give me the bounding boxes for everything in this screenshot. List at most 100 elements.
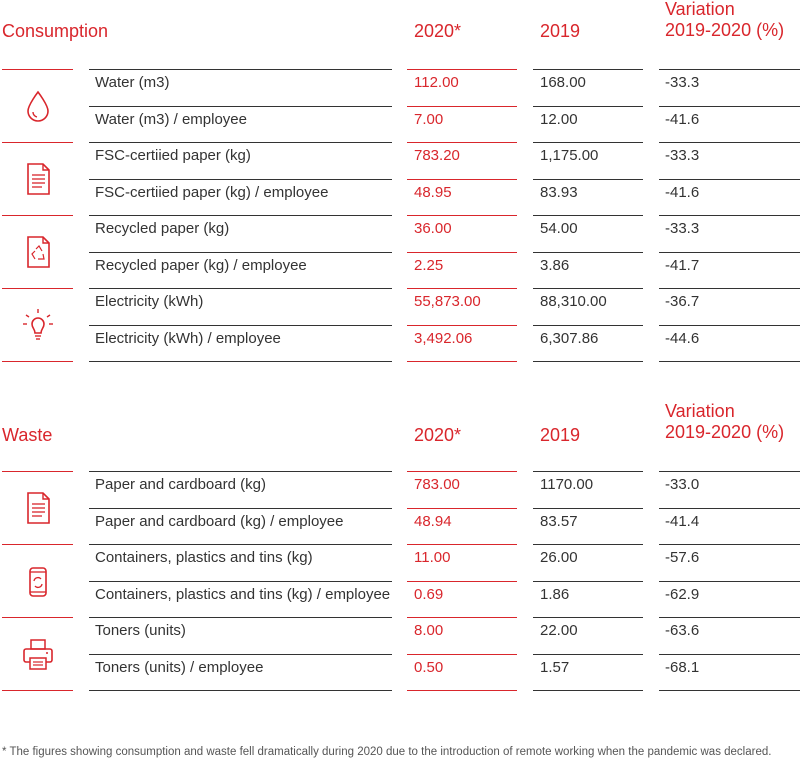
- value-2019: 54.00: [540, 220, 578, 237]
- icon-divider: [2, 544, 73, 545]
- value-2020: 2.25: [414, 256, 444, 274]
- value-2019: 88,310.00: [540, 293, 607, 310]
- row-divider: [407, 288, 517, 289]
- row-divider: [89, 471, 392, 472]
- row-divider: [407, 617, 517, 618]
- row-divider: [407, 142, 517, 143]
- row-divider: [89, 105, 392, 107]
- row-divider: [407, 471, 517, 472]
- row-divider: [407, 69, 517, 70]
- table-bottom-border: [89, 690, 392, 691]
- variation-value: -33.3: [665, 74, 700, 91]
- value-2020: 48.94: [414, 512, 452, 530]
- value-2019: 83.57: [540, 512, 578, 530]
- table-bottom-border: [659, 361, 800, 362]
- variation-value: -63.6: [665, 622, 700, 639]
- row-divider: [533, 617, 643, 618]
- light-bulb-icon: [18, 305, 58, 345]
- row-divider: [407, 251, 517, 253]
- value-2019: 26.00: [540, 549, 578, 566]
- consumption-col-variation-line2: 2019-2020 (%): [665, 20, 785, 40]
- row-label: Containers, plastics and tins (kg) / emp…: [95, 585, 391, 603]
- row-divider: [89, 544, 392, 545]
- value-2019: 3.86: [540, 256, 570, 274]
- row-label: Electricity (kWh) / employee: [95, 329, 281, 347]
- value-2020: 0.69: [414, 585, 444, 603]
- table-bottom-border: [407, 361, 517, 362]
- value-2020: 3,492.06: [414, 329, 473, 347]
- row-divider: [89, 288, 392, 289]
- row-divider: [533, 215, 643, 216]
- variation-value: -62.9: [665, 585, 700, 603]
- consumption-col-2019: 2019: [540, 21, 581, 41]
- variation-value: -68.1: [665, 658, 700, 676]
- table-bottom-border: [533, 690, 643, 691]
- row-divider: [89, 142, 392, 143]
- row-divider: [407, 215, 517, 216]
- icon-divider: [2, 617, 73, 618]
- document-icon: [18, 488, 58, 528]
- row-divider: [89, 653, 392, 655]
- table-bottom-border: [2, 690, 73, 691]
- recycled-paper-icon: [18, 232, 58, 272]
- value-2019: 12.00: [540, 110, 578, 128]
- recycle-can-icon: [18, 561, 58, 601]
- value-2020: 112.00: [414, 74, 459, 91]
- row-label: Paper and cardboard (kg) / employee: [95, 512, 344, 530]
- value-2019: 1.57: [540, 658, 570, 676]
- row-divider: [659, 324, 800, 326]
- row-divider: [89, 215, 392, 216]
- row-label: Electricity (kWh): [95, 293, 204, 310]
- consumption-title: Consumption: [2, 21, 109, 41]
- icon-divider: [2, 142, 73, 143]
- row-divider: [407, 105, 517, 107]
- value-2019: 1,175.00: [540, 147, 599, 164]
- consumption-col-variation: Variation 2019-2020 (%): [665, 0, 784, 41]
- row-divider: [533, 178, 643, 180]
- variation-value: -33.3: [665, 147, 700, 164]
- value-2020: 783.20: [414, 147, 460, 164]
- row-divider: [533, 142, 643, 143]
- water-drop-icon: [18, 86, 58, 126]
- row-label: Toners (units): [95, 622, 186, 639]
- value-2020: 48.95: [414, 183, 452, 201]
- row-divider: [89, 178, 392, 180]
- table-bottom-border: [89, 361, 392, 362]
- value-2019: 1170.00: [540, 476, 594, 493]
- row-divider: [89, 69, 392, 70]
- row-divider: [533, 580, 643, 582]
- value-2020: 11.00: [414, 549, 451, 566]
- icon-divider: [2, 471, 73, 472]
- table-bottom-border: [659, 690, 800, 691]
- row-label: Toners (units) / employee: [95, 658, 264, 676]
- row-label: Water (m3) / employee: [95, 110, 247, 128]
- variation-value: -33.3: [665, 220, 700, 237]
- value-2020: 36.00: [414, 220, 452, 237]
- printer-icon: [18, 634, 58, 674]
- waste-col-variation: Variation 2019-2020 (%): [665, 401, 784, 443]
- value-2020: 55,873.00: [414, 293, 481, 310]
- value-2019: 1.86: [540, 585, 570, 603]
- variation-value: -57.6: [665, 549, 700, 566]
- variation-value: -41.6: [665, 183, 700, 201]
- row-divider: [407, 544, 517, 545]
- row-divider: [533, 324, 643, 326]
- waste-title: Waste: [2, 425, 53, 445]
- row-divider: [659, 617, 800, 618]
- row-divider: [659, 653, 800, 655]
- table-bottom-border: [533, 361, 643, 362]
- row-divider: [659, 105, 800, 107]
- value-2020: 8.00: [414, 622, 444, 639]
- row-divider: [89, 580, 392, 582]
- row-divider: [407, 507, 517, 509]
- row-divider: [659, 507, 800, 509]
- row-divider: [407, 178, 517, 180]
- row-label: Recycled paper (kg) / employee: [95, 256, 307, 274]
- row-label: FSC-certiied paper (kg) / employee: [95, 183, 329, 201]
- waste-col-2019: 2019: [540, 425, 581, 445]
- row-divider: [533, 69, 643, 70]
- row-divider: [533, 544, 643, 545]
- row-divider: [407, 324, 517, 326]
- value-2020: 783.00: [414, 476, 460, 493]
- row-divider: [89, 251, 392, 253]
